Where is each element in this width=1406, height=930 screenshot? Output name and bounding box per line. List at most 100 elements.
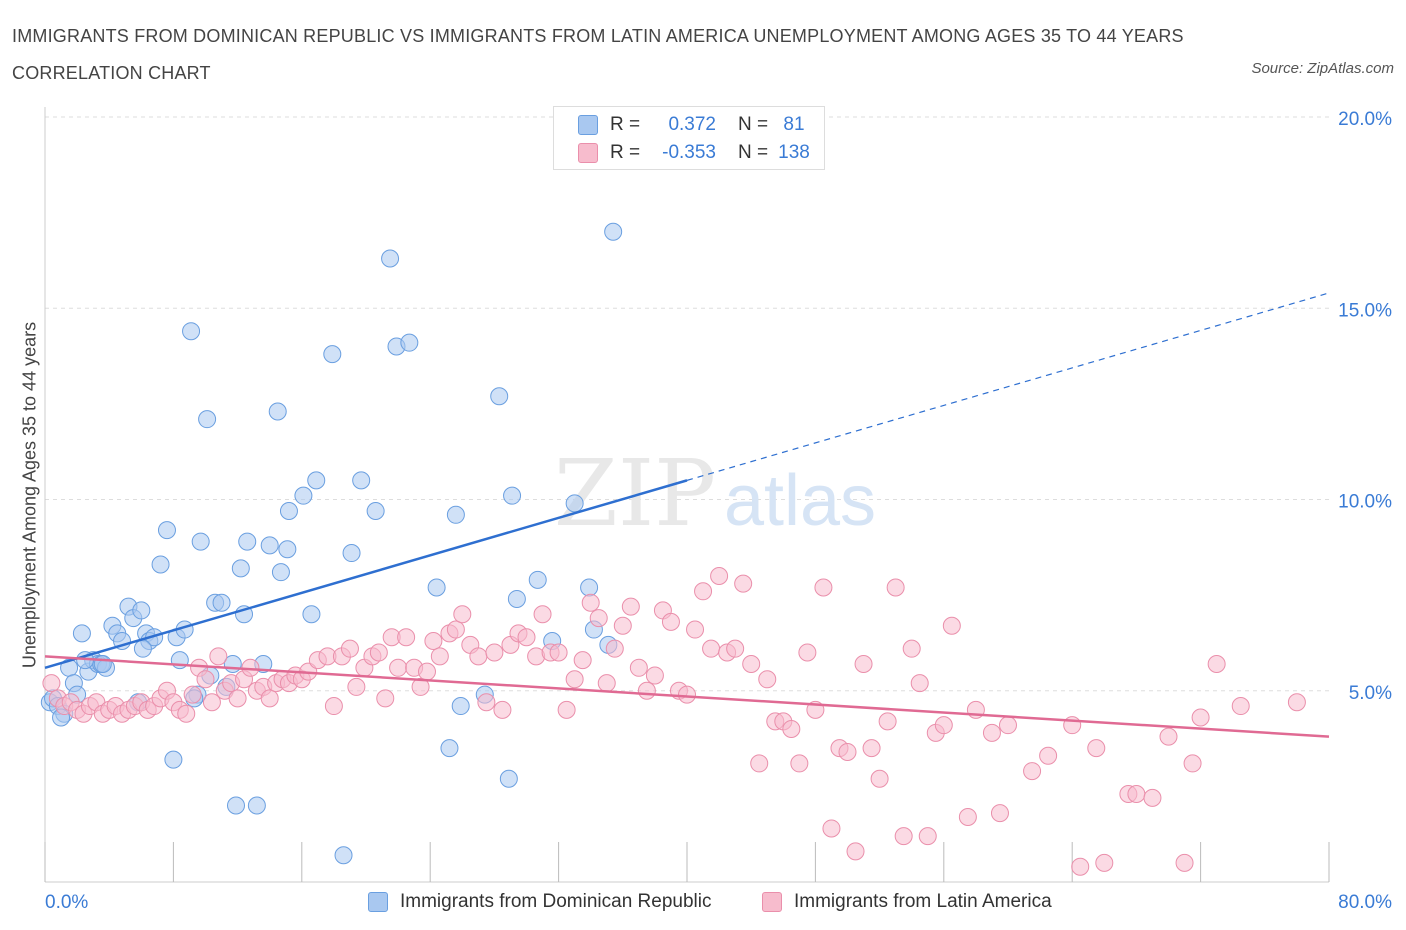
point-latin-america bbox=[822, 819, 841, 838]
point-dominican bbox=[132, 601, 151, 620]
point-latin-america bbox=[202, 693, 221, 712]
point-dominican bbox=[400, 333, 419, 352]
point-latin-america bbox=[417, 662, 436, 681]
y-tick-label: 20.0% bbox=[1338, 109, 1392, 130]
axes bbox=[44, 107, 1330, 883]
legend-r-value: -0.353 bbox=[662, 142, 716, 163]
point-dominican bbox=[381, 249, 400, 268]
legend-n-value: 138 bbox=[778, 142, 810, 163]
point-dominican bbox=[580, 578, 599, 597]
point-latin-america bbox=[389, 658, 408, 677]
point-latin-america bbox=[557, 700, 576, 719]
point-dominican bbox=[93, 654, 112, 673]
point-latin-america bbox=[629, 658, 648, 677]
point-latin-america bbox=[1023, 762, 1042, 781]
point-latin-america bbox=[1127, 785, 1146, 804]
point-dominican bbox=[427, 578, 446, 597]
point-dominican bbox=[212, 593, 231, 612]
point-dominican bbox=[302, 605, 321, 624]
point-latin-america bbox=[726, 639, 745, 658]
legend-swatch-blue bbox=[368, 892, 388, 912]
point-latin-america bbox=[42, 674, 61, 693]
legend-r-value: 0.372 bbox=[668, 114, 716, 135]
point-latin-america bbox=[565, 670, 584, 689]
point-dominican bbox=[446, 505, 465, 524]
point-latin-america bbox=[1071, 857, 1090, 876]
legend-n-label: N = bbox=[738, 142, 769, 163]
point-dominican bbox=[528, 570, 547, 589]
point-latin-america bbox=[782, 720, 801, 738]
legend-item-latin-america[interactable]: Immigrants from Latin America bbox=[762, 888, 1052, 916]
point-latin-america bbox=[742, 654, 761, 673]
legend-r-label: R = bbox=[610, 142, 641, 163]
point-dominican bbox=[231, 559, 250, 578]
x-tick-label: 0.0% bbox=[45, 892, 88, 913]
watermark-atlas: atlas bbox=[724, 461, 876, 541]
legend-n-label: N = bbox=[738, 114, 769, 135]
watermark-zip: ZIP bbox=[554, 440, 716, 547]
point-latin-america bbox=[734, 574, 753, 593]
point-latin-america bbox=[999, 716, 1017, 735]
point-latin-america bbox=[918, 827, 937, 846]
point-latin-america bbox=[533, 605, 552, 624]
point-dominican bbox=[565, 494, 584, 513]
point-latin-america bbox=[870, 769, 889, 788]
point-latin-america bbox=[702, 639, 721, 658]
legend-row-latin-america: R = -0.353 N = 138 bbox=[578, 139, 814, 167]
point-latin-america bbox=[1039, 746, 1058, 765]
point-latin-america bbox=[324, 697, 343, 716]
point-latin-america bbox=[1175, 853, 1194, 872]
point-latin-america bbox=[209, 647, 228, 666]
point-dominican bbox=[247, 796, 266, 815]
legend-n-value: 81 bbox=[783, 114, 805, 135]
point-latin-america bbox=[183, 685, 202, 704]
point-dominican bbox=[499, 769, 518, 788]
point-latin-america bbox=[645, 666, 664, 685]
y-axis-label: Unemployment Among Ages 35 to 44 years bbox=[19, 321, 40, 669]
point-dominican bbox=[278, 540, 297, 559]
point-latin-america bbox=[982, 723, 1001, 742]
point-latin-america bbox=[376, 689, 395, 708]
point-latin-america bbox=[686, 620, 705, 639]
legend-r-label: R = bbox=[610, 114, 641, 135]
point-latin-america bbox=[958, 807, 977, 826]
point-latin-america bbox=[710, 567, 729, 585]
trend-line-dominican-projection bbox=[686, 292, 1330, 481]
point-dominican bbox=[507, 589, 526, 608]
point-latin-america bbox=[637, 681, 656, 700]
legend-swatch-pink bbox=[578, 143, 598, 163]
grid-lines bbox=[45, 116, 1329, 692]
point-dominican bbox=[191, 532, 210, 551]
point-latin-america bbox=[260, 689, 279, 708]
point-dominican bbox=[294, 486, 313, 505]
point-latin-america bbox=[613, 616, 632, 635]
point-dominican bbox=[72, 624, 91, 643]
point-latin-america bbox=[678, 685, 696, 704]
point-latin-america bbox=[838, 742, 857, 761]
point-latin-america bbox=[1207, 654, 1226, 673]
data-points bbox=[40, 222, 1306, 876]
point-latin-america bbox=[758, 670, 777, 689]
point-latin-america bbox=[573, 651, 592, 670]
trend-line-dominican bbox=[44, 479, 688, 669]
point-latin-america bbox=[886, 578, 905, 597]
chart-title: IMMIGRANTS FROM DOMINICAN REPUBLIC VS IM… bbox=[12, 26, 1184, 83]
point-dominican bbox=[226, 796, 245, 815]
point-latin-america bbox=[790, 754, 809, 773]
correlation-legend: R = 0.372 N = 81 R = -0.353 N = 138 bbox=[553, 106, 825, 170]
point-dominican bbox=[268, 402, 287, 421]
legend-row-dominican: R = 0.372 N = 81 bbox=[578, 111, 814, 139]
point-dominican bbox=[182, 322, 201, 341]
point-latin-america bbox=[894, 827, 913, 846]
point-latin-america bbox=[430, 647, 449, 666]
point-latin-america bbox=[878, 712, 897, 731]
point-dominican bbox=[352, 471, 371, 490]
point-latin-america bbox=[1287, 693, 1306, 712]
point-latin-america bbox=[854, 654, 873, 673]
point-latin-america bbox=[446, 620, 465, 639]
legend-item-dominican[interactable]: Immigrants from Dominican Republic bbox=[368, 888, 712, 916]
point-latin-america bbox=[1159, 727, 1178, 746]
point-latin-america bbox=[605, 639, 624, 658]
point-dominican bbox=[503, 486, 522, 505]
point-dominican bbox=[323, 345, 342, 364]
